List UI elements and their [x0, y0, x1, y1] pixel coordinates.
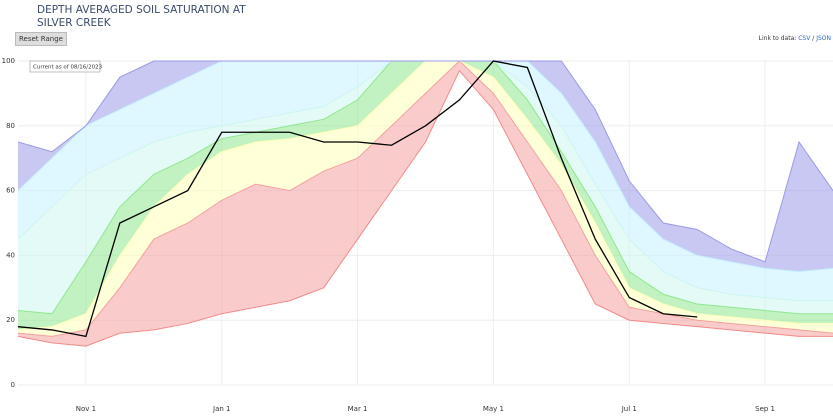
band-edge — [17, 69, 833, 347]
y-tick-label: 100 — [2, 57, 15, 65]
y-tick-label: 0 — [11, 381, 15, 389]
y-tick-label: 40 — [6, 251, 15, 259]
link-label: Link to data: — [758, 35, 797, 42]
x-tick-label: Mar 1 — [348, 405, 368, 413]
annotation-box — [29, 60, 101, 73]
x-tick-label: Nov 1 — [76, 405, 96, 413]
csv-link[interactable]: CSV — [798, 35, 811, 42]
chart-title: DEPTH AVERAGED SOIL SATURATION AT SILVER… — [37, 4, 246, 29]
band-edge — [17, 60, 833, 337]
y-tick-label: 80 — [6, 122, 15, 130]
current-line — [17, 60, 698, 338]
separator: / — [812, 35, 815, 42]
x-tick-label: Jul 1 — [621, 405, 637, 413]
x-tick-label: Sep 1 — [755, 405, 775, 413]
band-area — [18, 61, 833, 314]
data-links: Link to data: CSV / JSON — [759, 35, 831, 42]
band-edge — [17, 60, 833, 263]
json-link[interactable]: JSON — [816, 35, 831, 42]
band-area — [18, 61, 833, 347]
y-tick-label: 60 — [6, 187, 15, 195]
band-area — [18, 61, 833, 337]
x-tick-label: Jan 1 — [212, 405, 230, 413]
band-area — [18, 61, 833, 301]
reset-button[interactable]: Reset Range — [15, 32, 67, 46]
x-tick-label: May 1 — [483, 405, 504, 413]
annotation: Current as of 08/16/2023 — [33, 65, 103, 71]
y-tick-label: 20 — [6, 316, 15, 324]
